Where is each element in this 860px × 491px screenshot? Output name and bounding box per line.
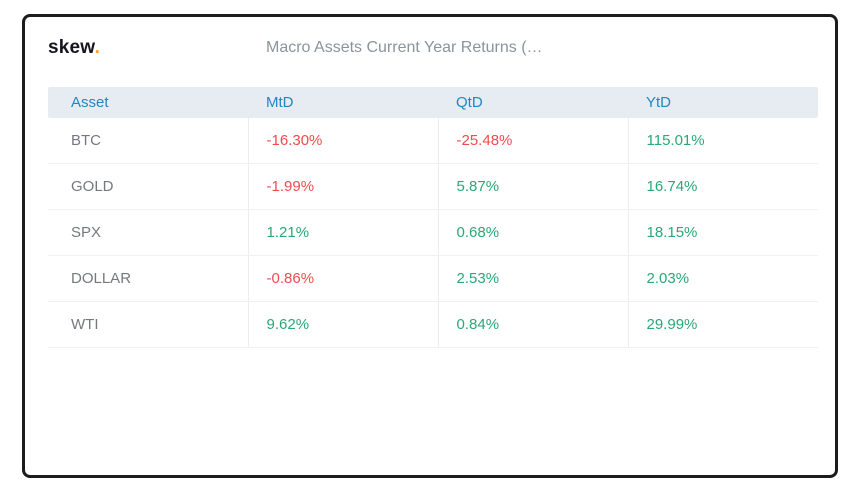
column-header-ytd: YtD <box>628 87 818 118</box>
returns-table: Asset MtD QtD YtD BTC -16.30% -25.48% 11… <box>48 87 818 348</box>
table-row: DOLLAR -0.86% 2.53% 2.03% <box>48 255 818 302</box>
table-row: SPX 1.21% 0.68% 18.15% <box>48 209 818 256</box>
ytd-cell: 29.99% <box>627 301 818 348</box>
widget-title: Macro Assets Current Year Returns (… <box>266 39 543 56</box>
ytd-cell: 16.74% <box>627 163 818 210</box>
widget-topbar: skew. Macro Assets Current Year Returns … <box>48 37 812 63</box>
skew-logo-dot: . <box>94 37 101 58</box>
qtd-cell: 5.87% <box>437 163 628 210</box>
asset-cell: WTI <box>48 301 248 348</box>
asset-cell: DOLLAR <box>48 255 248 302</box>
ytd-cell: 18.15% <box>627 209 818 256</box>
asset-cell: BTC <box>48 118 248 164</box>
table-row: WTI 9.62% 0.84% 29.99% <box>48 301 818 348</box>
ytd-cell: 115.01% <box>627 118 818 164</box>
mtd-cell: -0.86% <box>247 255 438 302</box>
skew-logo: skew. <box>48 37 100 58</box>
table-row: BTC -16.30% -25.48% 115.01% <box>48 118 818 164</box>
mtd-cell: 9.62% <box>247 301 438 348</box>
table-header-row: Asset MtD QtD YtD <box>48 87 818 118</box>
qtd-cell: -25.48% <box>437 118 628 164</box>
asset-cell: GOLD <box>48 163 248 210</box>
column-header-qtd: QtD <box>438 87 628 118</box>
returns-widget-card: skew. Macro Assets Current Year Returns … <box>22 14 838 478</box>
ytd-cell: 2.03% <box>627 255 818 302</box>
mtd-cell: -1.99% <box>247 163 438 210</box>
mtd-cell: 1.21% <box>247 209 438 256</box>
asset-cell: SPX <box>48 209 248 256</box>
qtd-cell: 2.53% <box>437 255 628 302</box>
column-header-mtd: MtD <box>248 87 438 118</box>
table-row: GOLD -1.99% 5.87% 16.74% <box>48 163 818 210</box>
mtd-cell: -16.30% <box>247 118 438 164</box>
qtd-cell: 0.84% <box>437 301 628 348</box>
column-header-asset: Asset <box>48 87 248 118</box>
qtd-cell: 0.68% <box>437 209 628 256</box>
skew-logo-text: skew <box>48 37 95 58</box>
